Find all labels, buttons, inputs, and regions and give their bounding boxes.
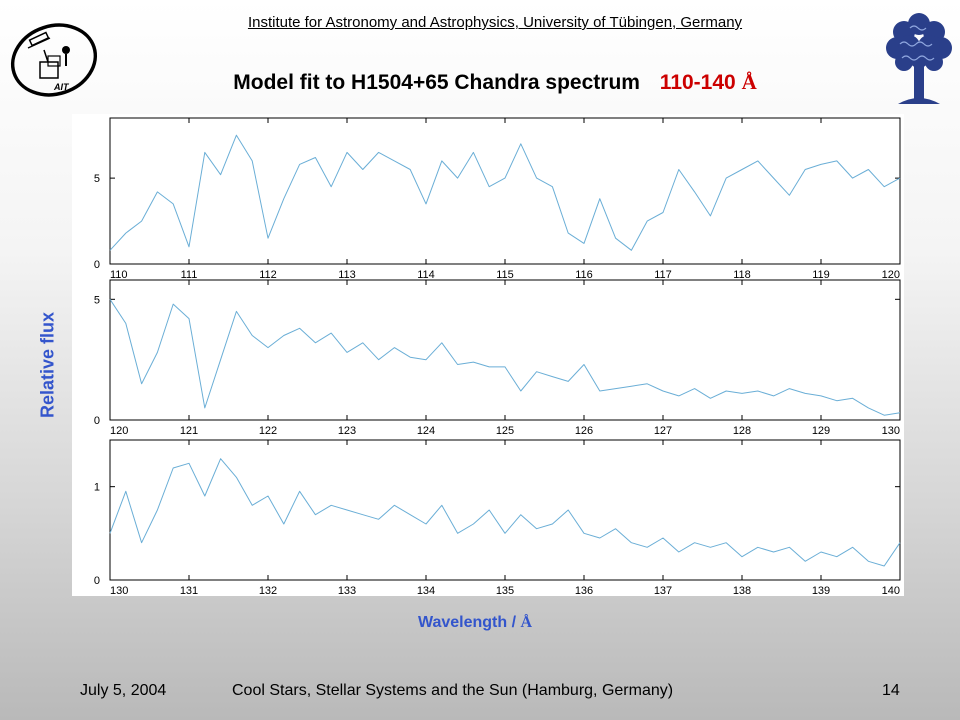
x-tick-label: 112	[259, 269, 277, 281]
x-tick-label: 118	[733, 269, 751, 281]
spectrum-line-2	[109, 299, 901, 416]
x-tick-label: 124	[417, 425, 435, 437]
ait-logo-text: AIT	[53, 82, 70, 92]
x-tick-label: 134	[417, 585, 435, 596]
x-tick-label: 122	[259, 425, 277, 437]
x-tick-label: 133	[338, 585, 356, 596]
slide-title: Model fit to H1504+65 Chandra spectrum 1…	[0, 70, 960, 95]
x-tick-label: 110	[110, 269, 128, 281]
x-tick-label: 130	[882, 425, 900, 437]
spectrum-line-3	[109, 458, 901, 567]
x-tick-label: 131	[180, 585, 198, 596]
plot-frame-3	[109, 439, 901, 581]
x-tick-label: 111	[181, 269, 198, 281]
spectrum-line-1	[109, 134, 901, 251]
y-tick-label: 0	[94, 575, 100, 587]
y-tick-label: 0	[94, 259, 100, 271]
y-axis-label: Relative flux	[37, 311, 58, 419]
plot-frame-2	[109, 279, 901, 421]
y-tick-label: 1	[94, 482, 100, 494]
x-tick-label: 135	[496, 585, 514, 596]
x-tick-label: 117	[654, 269, 672, 281]
x-tick-label: 120	[882, 269, 900, 281]
y-tick-label: 0	[94, 415, 100, 427]
x-tick-label: 129	[812, 425, 830, 437]
x-tick-label: 121	[180, 425, 198, 437]
x-tick-label: 127	[654, 425, 672, 437]
footer-conference: Cool Stars, Stellar Systems and the Sun …	[232, 682, 674, 699]
x-tick-label: 138	[733, 585, 751, 596]
x-tick-label: 128	[733, 425, 751, 437]
x-tick-label: 132	[259, 585, 277, 596]
x-tick-label: 123	[338, 425, 356, 437]
x-axis-label-unit: Å	[520, 614, 533, 631]
x-tick-label: 119	[812, 269, 830, 281]
x-tick-label: 116	[575, 269, 593, 281]
x-axis-label-text: Wavelength /	[417, 614, 517, 631]
x-tick-label: 114	[417, 269, 435, 281]
spectrum-plot-panel: 110 111 112 113 114 115 116 117 118 119 120 0 5 120 12…	[72, 114, 904, 596]
x-tick-label: 130	[110, 585, 128, 596]
y-tick-label: 5	[94, 294, 100, 306]
footer-page-number: 14	[882, 682, 900, 699]
x-tick-label: 125	[496, 425, 514, 437]
title-range: 110-140	[659, 71, 736, 94]
x-tick-label: 139	[812, 585, 830, 596]
x-axis-label: Wavelength / Å	[0, 614, 950, 632]
x-tick-label: 126	[575, 425, 593, 437]
x-tick-label: 137	[654, 585, 672, 596]
title-text: Model fit to H1504+65 Chandra spectrum	[233, 71, 640, 94]
x-tick-label: 120	[110, 425, 128, 437]
x-tick-label: 113	[338, 269, 356, 281]
spectrum-plots: 110 111 112 113 114 115 116 117 118 119 120 0 5 120 12…	[94, 117, 901, 596]
plot-frame-1	[109, 117, 901, 265]
x-tick-label: 136	[575, 585, 593, 596]
institute-header: Institute for Astronomy and Astrophysics…	[247, 14, 743, 31]
y-tick-label: 5	[94, 173, 100, 185]
ait-logo: AIT	[6, 10, 104, 104]
x-tick-label: 140	[882, 585, 900, 596]
title-unit: Å	[741, 70, 757, 94]
x-tick-label: 115	[496, 269, 514, 281]
tree-logo	[880, 10, 958, 110]
footer-date: July 5, 2004	[80, 682, 167, 699]
